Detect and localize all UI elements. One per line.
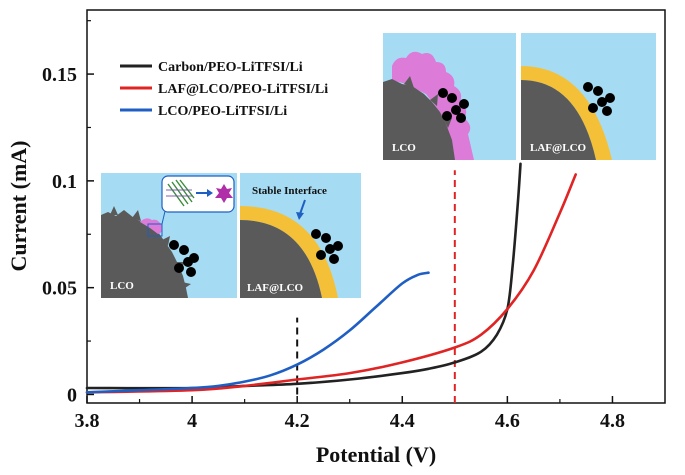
inset-label-lco-1: LCO	[110, 280, 134, 292]
tick-labels: 3.8 4 4.2 4.4 4.6 4.8 0 0.05 0.1 0.15	[42, 64, 625, 432]
li-ion-cluster	[583, 82, 615, 116]
plot-frame	[86, 9, 666, 404]
li-ion-cluster	[438, 88, 469, 123]
series-line-2	[85, 271, 430, 394]
reference-lines	[296, 170, 456, 403]
legend-label-laf-lco: LAF@LCO/PEO-LiTFSI/Li	[158, 82, 328, 97]
x-tick-label: 3.8	[75, 410, 100, 432]
decomposition-product-icon	[215, 184, 233, 203]
y-tick-label: 0.1	[52, 171, 77, 193]
y-tick-label: 0.15	[42, 64, 77, 86]
inset-label-laf-lco-1: LAF@LCO	[247, 282, 304, 294]
stable-interface-arrow	[299, 199, 306, 215]
y-tick-label: 0	[67, 384, 77, 406]
x-tick-label: 4.4	[390, 410, 415, 432]
inset-laf-lco-stable: Stable Interface LAF@LCO	[240, 173, 361, 298]
inset-lco-side-reaction: LCO	[101, 173, 237, 298]
inset-laf-lco-high-voltage: LAF@LCO	[521, 33, 656, 160]
x-axis-title: Potential (V)	[316, 442, 436, 467]
electrolyte-chain-icon	[167, 179, 195, 207]
laf-lco-particle-2	[521, 80, 596, 160]
y-tick-label: 0.05	[42, 278, 77, 300]
legend: Carbon/PEO-LiTFSI/Li LAF@LCO/PEO-LiTFSI/…	[120, 60, 328, 119]
inset-lco-high-voltage: LCO	[383, 33, 516, 160]
zoom-box	[147, 223, 163, 237]
x-tick-label: 4	[187, 410, 197, 432]
li-ion-cluster	[169, 240, 199, 277]
laf-lco-particle	[240, 220, 322, 298]
inset-label-lco-2: LCO	[392, 142, 416, 154]
li-ion-cluster	[311, 229, 343, 264]
cei-thick-deposit	[392, 51, 474, 160]
lco-particle-2	[383, 79, 455, 160]
x-tick-label: 4.2	[285, 410, 310, 432]
series-lines	[85, 162, 577, 394]
series-line-1	[85, 173, 577, 394]
inset-label-laf-lco-2: LAF@LCO	[530, 142, 587, 154]
x-tick-label: 4.8	[600, 410, 625, 432]
x-tick-label: 4.6	[495, 410, 520, 432]
laf-coating-2	[521, 66, 612, 160]
lco-particle	[101, 210, 188, 298]
cei-deposit	[140, 218, 163, 234]
legend-label-carbon: Carbon/PEO-LiTFSI/Li	[158, 60, 303, 75]
legend-label-lco: LCO/PEO-LiTFSI/Li	[158, 104, 287, 119]
stable-interface-label: Stable Interface	[252, 185, 327, 197]
y-axis-title: Current (mA)	[6, 141, 31, 272]
